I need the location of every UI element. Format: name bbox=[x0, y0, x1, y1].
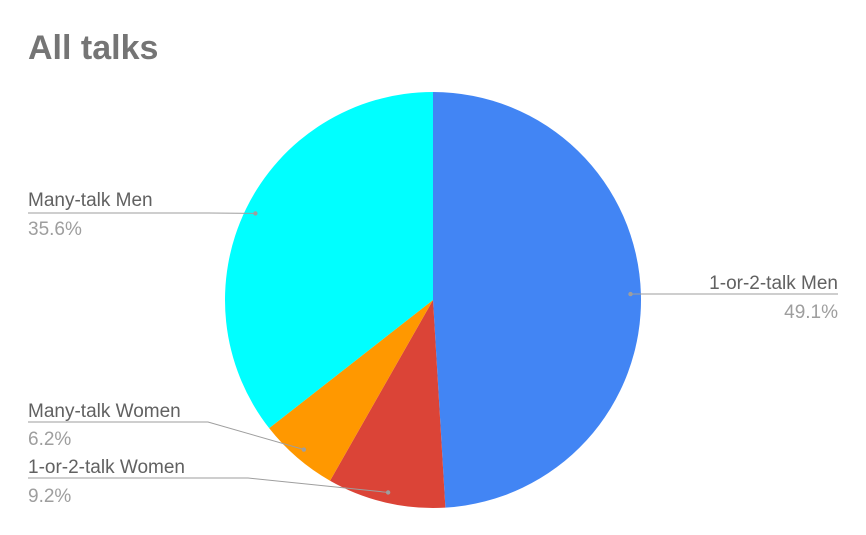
slice-value-many-talk-women: 6.2% bbox=[28, 429, 71, 450]
slice-1-or-2-talk-women bbox=[330, 300, 446, 508]
slice-label-1-or-2-talk-women: 1-or-2-talk Women bbox=[28, 457, 185, 478]
slice-1-or-2-talk-men bbox=[433, 92, 642, 508]
leader-line-many-talk-women bbox=[28, 421, 304, 451]
chart-title: All talks bbox=[28, 29, 159, 67]
leader-lines bbox=[28, 211, 838, 495]
slice-value-1-or-2-talk-women: 9.2% bbox=[28, 486, 71, 507]
slice-many-talk-women bbox=[269, 300, 433, 481]
slice-many-talk-men bbox=[225, 92, 433, 429]
slice-value-1-or-2-talk-men: 49.1% bbox=[784, 302, 838, 323]
slice-value-many-talk-men: 35.6% bbox=[28, 219, 82, 240]
slice-labels: 1-or-2-talk Men 49.1% 1-or-2-talk Women 9.2… bbox=[28, 190, 838, 507]
slice-label-1-or-2-talk-men: 1-or-2-talk Men bbox=[709, 273, 838, 294]
leader-line-1-or-2-talk-women bbox=[28, 477, 389, 493]
slice-label-many-talk-women: Many-talk Women bbox=[28, 401, 181, 422]
slice-label-many-talk-men: Many-talk Men bbox=[28, 190, 153, 211]
pie-slices bbox=[225, 92, 642, 508]
